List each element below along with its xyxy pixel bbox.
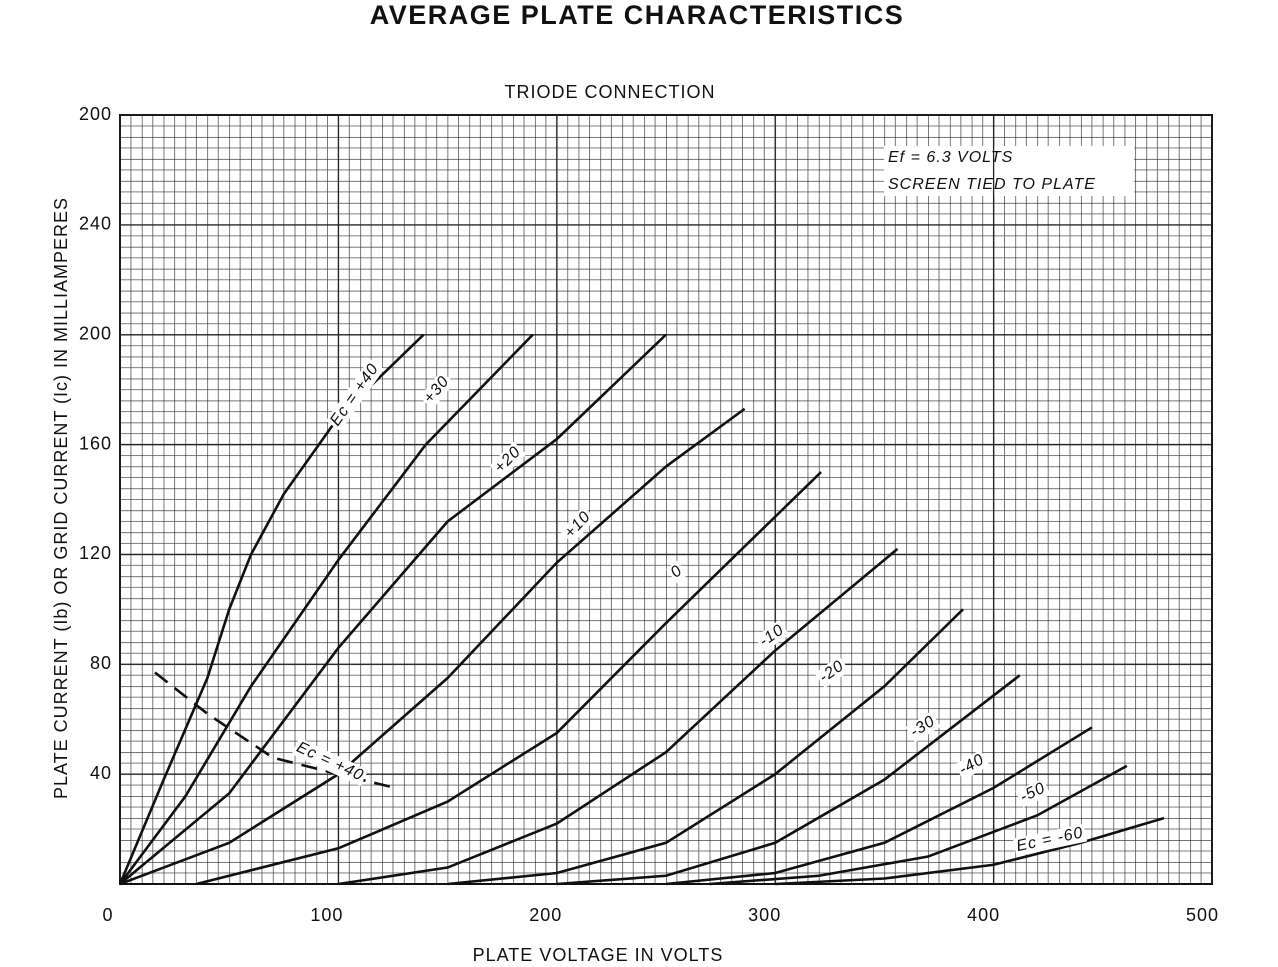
curve [709, 764, 1128, 886]
label-bg [754, 619, 790, 653]
curve [775, 816, 1165, 886]
note-box [884, 146, 1134, 196]
y-tick-label: 240 [79, 214, 112, 234]
annotation: Ef = 6.3 VOLTS [888, 149, 1013, 166]
y-axis-label: PLATE CURRENT (Ib) OR GRID CURRENT (Ic) … [51, 197, 71, 799]
label-bg [1012, 823, 1088, 857]
y-tick-label: 200 [79, 104, 112, 124]
x-tick-label: 200 [529, 905, 562, 925]
curve [338, 547, 899, 886]
chart-title: AVERAGE PLATE CHARACTERISTICS [370, 0, 905, 30]
label-bg [559, 506, 597, 544]
curve [119, 407, 746, 886]
label-bg [665, 560, 689, 584]
curve [119, 333, 667, 886]
curve [118, 333, 534, 885]
label-bg [814, 655, 850, 689]
x-tick-label: 500 [1186, 905, 1219, 925]
annotation: SCREEN TIED TO PLATE [888, 176, 1096, 193]
curve [447, 608, 964, 886]
label-bg [325, 358, 385, 432]
label-bg [489, 441, 527, 479]
y-tick-label: 80 [90, 653, 112, 673]
curve [118, 333, 425, 885]
y-tick-label: 120 [79, 543, 112, 563]
x-axis-label: PLATE VOLTAGE IN VOLTS [473, 945, 724, 965]
curve [556, 674, 1021, 886]
x-tick-label: 300 [748, 905, 781, 925]
label-bg [954, 749, 990, 781]
label-bg [1015, 778, 1051, 808]
minor-grid [120, 115, 1212, 884]
label-bg [905, 711, 941, 743]
x-tick-label: 100 [310, 905, 343, 925]
y-tick-label: 160 [79, 433, 112, 453]
y-tick-label: 40 [90, 763, 112, 783]
x-tick-label: 400 [967, 905, 1000, 925]
curve [665, 726, 1093, 886]
label-bg [419, 371, 455, 409]
curve [196, 471, 822, 886]
chart-subtitle: TRIODE CONNECTION [504, 82, 715, 102]
label-bg [291, 737, 369, 787]
y-tick-label: 200 [79, 323, 112, 343]
x-tick-label: 0 [102, 905, 113, 925]
